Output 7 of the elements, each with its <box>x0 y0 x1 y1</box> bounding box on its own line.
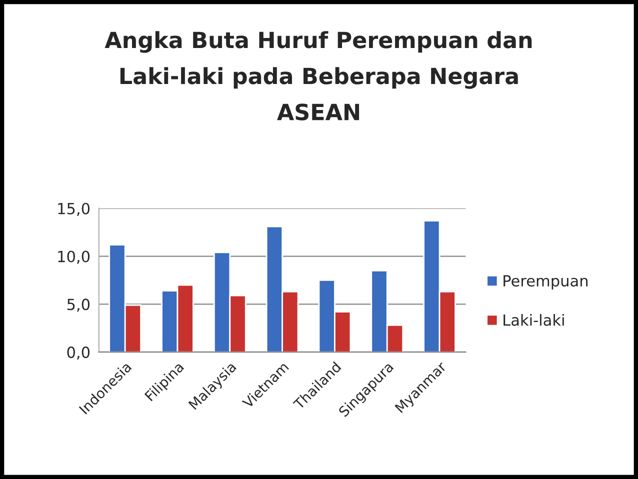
chart-title: Angka Buta Huruf Perempuan dan Laki-laki pada Beberapa Negara ASEAN <box>104 31 532 120</box>
y-tick-label: 15,0 <box>58 202 90 216</box>
y-tick-label: 5,0 <box>67 298 90 312</box>
y-tick-label: 0,0 <box>67 346 90 360</box>
y-tick-label: 10,0 <box>58 250 90 264</box>
legend-label: Laki-laki <box>504 314 564 326</box>
legend-label: Perempuan <box>504 275 588 290</box>
